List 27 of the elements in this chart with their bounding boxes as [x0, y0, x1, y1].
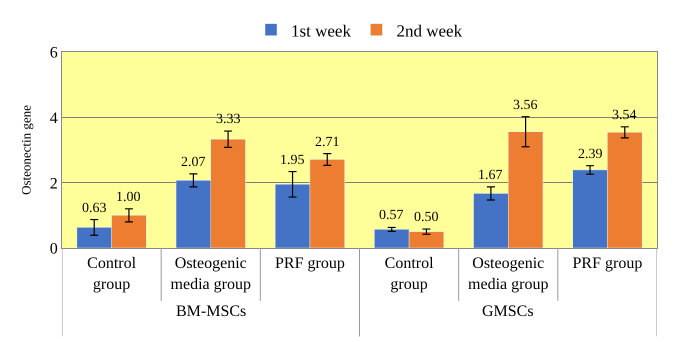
data-label: 0.57 — [379, 208, 404, 223]
x-tick-label: PRF group — [275, 255, 345, 272]
x-tick-label: Osteogenic media group — [468, 255, 548, 293]
legend-label: 1st week — [291, 21, 352, 40]
text: BM-MSCs — [176, 303, 246, 320]
data-label: 3.33 — [216, 112, 240, 127]
data-label: 2.39 — [578, 147, 602, 162]
data-label: 1.00 — [116, 190, 140, 205]
text: GMSCs — [482, 303, 534, 320]
data-label: 1.67 — [478, 168, 502, 183]
x-tick-label: Osteogenic media group — [170, 255, 251, 293]
x-tick-label: Control group — [384, 255, 434, 293]
data-label: 2.07 — [181, 155, 206, 170]
y-axis-title: Osteonectin gene — [18, 104, 34, 195]
data-label: 0.63 — [82, 201, 106, 216]
legend-label: 2nd week — [396, 21, 463, 40]
x-tick-label: PRF group — [572, 255, 642, 272]
data-label: 3.54 — [612, 108, 636, 123]
y-tick-label: 6 — [50, 44, 58, 62]
y-tick-label: 4 — [50, 110, 58, 127]
y-tick-label: 2 — [50, 175, 58, 192]
y-tick-label: 0 — [50, 240, 58, 258]
x-tick-label: Control group — [87, 255, 137, 293]
data-label: 0.50 — [414, 210, 438, 225]
data-label: 1.95 — [280, 153, 304, 168]
data-label: 3.56 — [513, 98, 538, 113]
data-label: 2.71 — [315, 135, 340, 150]
